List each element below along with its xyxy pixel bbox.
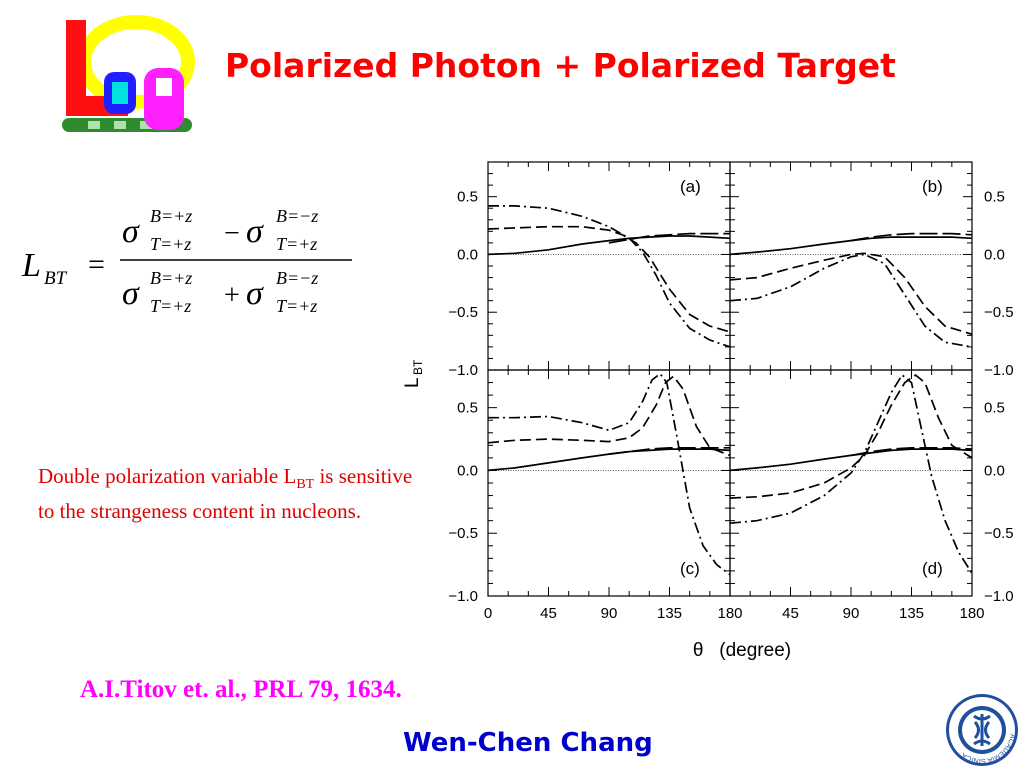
series-line-dash-dot — [729, 253, 973, 348]
y-tick-label: 0.0 — [457, 462, 478, 479]
series-line-dash-dot — [488, 372, 731, 576]
series-line-solid — [729, 448, 973, 472]
formula-sup-1: B=+z — [150, 206, 192, 226]
x-tick-label: 45 — [782, 605, 799, 622]
x-tick-label: 180 — [717, 605, 742, 622]
description-note: Double polarization variable LBT is sens… — [38, 463, 428, 524]
series-line-dashed — [487, 375, 731, 457]
note-text-2: is sensitive to the strangeness content … — [38, 464, 413, 524]
slide-title: Polarized Photon + Polarized Target — [225, 46, 896, 85]
x-tick-label: 180 — [959, 605, 984, 622]
series-line-long-dash — [850, 232, 973, 242]
x-tick-label: 135 — [657, 605, 682, 622]
x-tick-label: 0 — [484, 605, 492, 622]
formula-lbt: L BT = σ B=+z T=+z − σ B=−z T=+z σ B=+z … — [21, 206, 352, 316]
citation: A.I.Titov et. al., PRL 79, 1634. — [80, 676, 402, 703]
formula-plus: + — [224, 280, 240, 311]
academia-sinica-seal: ACADEMIA SINICA — [946, 694, 1018, 766]
author-name: Wen-Chen Chang — [403, 728, 653, 758]
formula-sup-4: B=−z — [276, 268, 318, 288]
note-subscript: BT — [296, 477, 315, 493]
y-tick-label: 0.0 — [457, 246, 478, 263]
series-line-solid — [729, 236, 973, 256]
series-line-dashed — [729, 252, 973, 336]
formula-sup-3: B=+z — [150, 268, 192, 288]
series-line-dash-dot — [488, 205, 731, 348]
y-tick-label: −0.5 — [448, 304, 478, 321]
y-tick-label: 0.5 — [984, 189, 1005, 206]
y-tick-label: 0.5 — [457, 189, 478, 206]
y-tick-label: −0.5 — [448, 525, 478, 542]
formula-sub-1: T=+z — [150, 234, 191, 254]
y-axis-title-sub: BT — [411, 359, 425, 375]
x-axis-title: θ (degree) — [693, 640, 791, 661]
formula-sigma-4: σ — [246, 275, 264, 312]
panel-label: (a) — [680, 177, 701, 196]
y-tick-label: 0.0 — [984, 462, 1005, 479]
series-line-dashed — [487, 225, 731, 333]
formula-sigma-3: σ — [122, 275, 140, 312]
note-text-1: Double polarization variable L — [38, 464, 297, 488]
y-tick-label: −1.0 — [448, 588, 478, 605]
x-tick-label: 135 — [899, 605, 924, 622]
y-tick-label: −1.0 — [984, 588, 1014, 605]
y-tick-label: −1.0 — [448, 362, 478, 379]
series-line-long-dash — [850, 446, 973, 457]
y-tick-label: −0.5 — [984, 304, 1014, 321]
panel-label: (b) — [922, 177, 943, 196]
y-axis-title: L BT — [402, 359, 425, 388]
formula-minus: − — [224, 218, 240, 249]
formula-sigma-2: σ — [246, 213, 264, 250]
panel-label: (d) — [922, 559, 943, 578]
series-line-dash-dot — [729, 374, 973, 574]
x-tick-label: 45 — [540, 605, 557, 622]
y-tick-label: 0.0 — [984, 246, 1005, 263]
formula-lhs-sub: BT — [44, 268, 68, 289]
series-line-solid — [487, 235, 731, 256]
y-tick-label: −0.5 — [984, 525, 1014, 542]
y-tick-label: −1.0 — [984, 362, 1014, 379]
formula-equals: = — [88, 248, 105, 281]
lgp-logo — [62, 15, 195, 132]
y-tick-label: 0.5 — [984, 400, 1005, 417]
formula-sup-2: B=−z — [276, 206, 318, 226]
y-tick-label: 0.5 — [457, 400, 478, 417]
x-tick-label: 90 — [601, 605, 618, 622]
lbt-chart: (a) (b) (c) (d) −1.0 −1.0 −0.5 −0.5 0.0 0.0 0.5 0.5… — [402, 161, 1014, 661]
formula-sigma-1: σ — [122, 213, 140, 250]
series-line-long-dash — [608, 232, 730, 244]
series-line-long-dash — [608, 446, 730, 455]
panel-label: (c) — [680, 559, 700, 578]
formula-sub-2: T=+z — [276, 234, 317, 254]
formula-sub-4: T=+z — [276, 296, 317, 316]
y-axis-title-text: L — [402, 377, 423, 388]
formula-sub-3: T=+z — [150, 296, 191, 316]
series-line-solid — [487, 448, 731, 472]
x-tick-label: 90 — [843, 605, 860, 622]
series-line-dashed — [729, 374, 973, 499]
formula-lhs: L — [21, 247, 41, 284]
